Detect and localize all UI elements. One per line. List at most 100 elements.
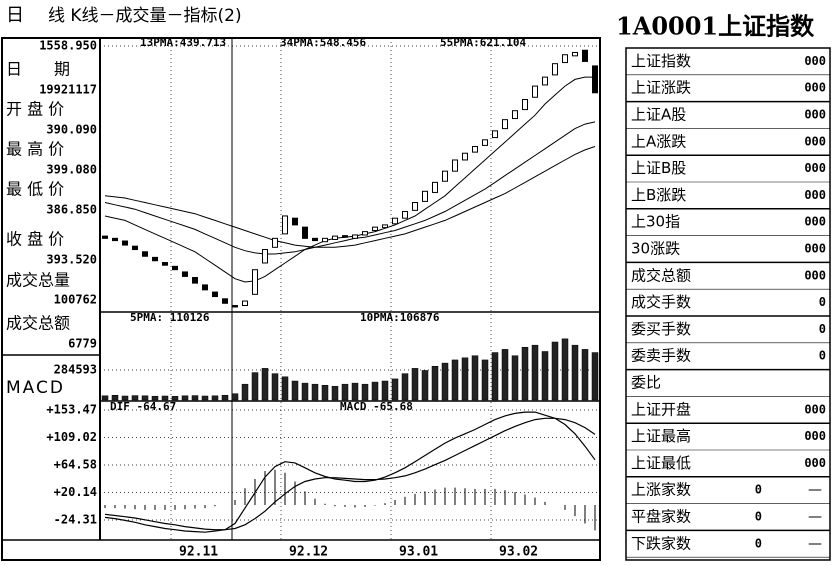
x-tick-label: 92.12 — [289, 545, 328, 560]
y-tick-label: +64.58 — [54, 458, 97, 472]
candle — [422, 190, 428, 202]
security-title: 1A0001上证指数 — [616, 12, 815, 41]
volume-bar — [551, 341, 559, 401]
volume-bar — [321, 384, 329, 401]
indicator-label: MACD -65.68 — [340, 400, 413, 413]
candle — [102, 235, 108, 239]
row-value: 000 — [804, 402, 826, 416]
row-value: 0 — [819, 295, 826, 309]
info-value: 393.520 — [46, 253, 97, 267]
volume-bar — [491, 352, 499, 401]
volume-bar — [481, 359, 489, 401]
candle — [342, 235, 348, 238]
info-value: 399.080 — [46, 163, 97, 177]
candle — [382, 224, 388, 229]
candle — [262, 249, 268, 264]
volume-bar — [431, 366, 439, 401]
info-label: 日 期 — [6, 60, 70, 79]
candle — [502, 119, 508, 130]
macd-line — [104, 417, 596, 531]
volume-bar — [411, 368, 419, 401]
x-tick-label: 92.11 — [179, 545, 218, 560]
row-label: 上证A股 — [631, 106, 686, 124]
header-left: 日 — [6, 5, 24, 26]
candle — [282, 215, 288, 235]
moving-average — [104, 76, 595, 283]
info-value: 19921117 — [39, 83, 97, 97]
row-label: 上证最高 — [631, 427, 691, 445]
row-label: 下跌家数 — [631, 534, 691, 552]
volume-bar — [451, 359, 459, 401]
candle — [182, 271, 188, 277]
candle — [202, 284, 208, 291]
candle — [142, 251, 148, 257]
candle — [572, 51, 578, 57]
volume-bar — [141, 395, 149, 401]
x-tick-label: 93.01 — [399, 545, 438, 560]
row-value: 000 — [804, 215, 826, 229]
macd-label: MACD — [6, 378, 65, 398]
candle — [222, 298, 228, 304]
y-tick-label: -24.31 — [54, 513, 97, 527]
candle — [172, 265, 178, 271]
info-value: 100762 — [54, 293, 97, 307]
row-value: 0 — [755, 483, 762, 497]
indicator-label: 5PMA: 110126 — [130, 311, 210, 324]
header-title: 线 K线－成交量－指标(2) — [48, 6, 242, 26]
info-label: 收 盘 价 — [6, 230, 64, 249]
row-value: 000 — [804, 54, 826, 68]
info-panel: 日 期 19921117 开 盘 价 390.090 最 高 价 399.080 最 低 价… — [6, 60, 97, 399]
row-label: 平盘家数 — [631, 508, 691, 526]
candle — [552, 63, 558, 76]
candle — [252, 269, 258, 295]
y-tick-label: 1558.950 — [39, 39, 97, 53]
indicator-label: 55PMA:621.104 — [440, 36, 526, 49]
row-value: 0 — [755, 536, 762, 550]
row-label: 上A涨跌 — [631, 132, 686, 150]
candle — [402, 210, 408, 219]
row-label: 上B涨跌 — [631, 186, 686, 204]
volume-bar — [111, 395, 119, 401]
volume-bar — [561, 338, 569, 401]
indicator-label: 13PMA:439.713 — [140, 36, 226, 49]
volume-bar — [591, 352, 599, 401]
row-mark: — — [808, 509, 822, 525]
candle — [362, 231, 368, 236]
volume-bar — [281, 376, 289, 401]
row-label: 上30指 — [631, 213, 680, 231]
info-label: 开 盘 价 — [6, 100, 64, 119]
frame — [1, 37, 601, 561]
row-label: 成交总额 — [631, 266, 691, 284]
row-label: 上涨家数 — [631, 481, 691, 499]
candle — [412, 202, 418, 211]
candle — [432, 181, 438, 193]
volume-bar — [251, 372, 259, 401]
candle — [592, 65, 598, 94]
volume-bar — [161, 395, 169, 401]
volume-bar — [271, 373, 279, 401]
info-label: 最 高 价 — [6, 140, 64, 159]
row-value: 000 — [804, 161, 826, 175]
indicator-label: 34PMA:548.456 — [280, 36, 366, 49]
candle — [122, 240, 128, 246]
row-value: 000 — [804, 134, 826, 148]
candle — [272, 237, 278, 248]
candle — [232, 305, 238, 308]
volume-bar — [381, 380, 389, 401]
row-label: 上证最低 — [631, 454, 691, 472]
volume-bar — [351, 382, 359, 401]
volume-bar — [101, 395, 109, 401]
volume-bar — [201, 395, 209, 401]
volume-bar — [191, 395, 199, 401]
volume-bar — [121, 395, 129, 401]
volume-bar — [441, 362, 449, 401]
volume-bar — [371, 381, 379, 401]
volume-bar — [241, 383, 249, 401]
volume-bar — [541, 351, 549, 401]
candle — [452, 159, 458, 172]
candle — [212, 291, 218, 298]
volume-bar — [511, 355, 519, 401]
y-tick-label: +153.47 — [46, 403, 97, 417]
